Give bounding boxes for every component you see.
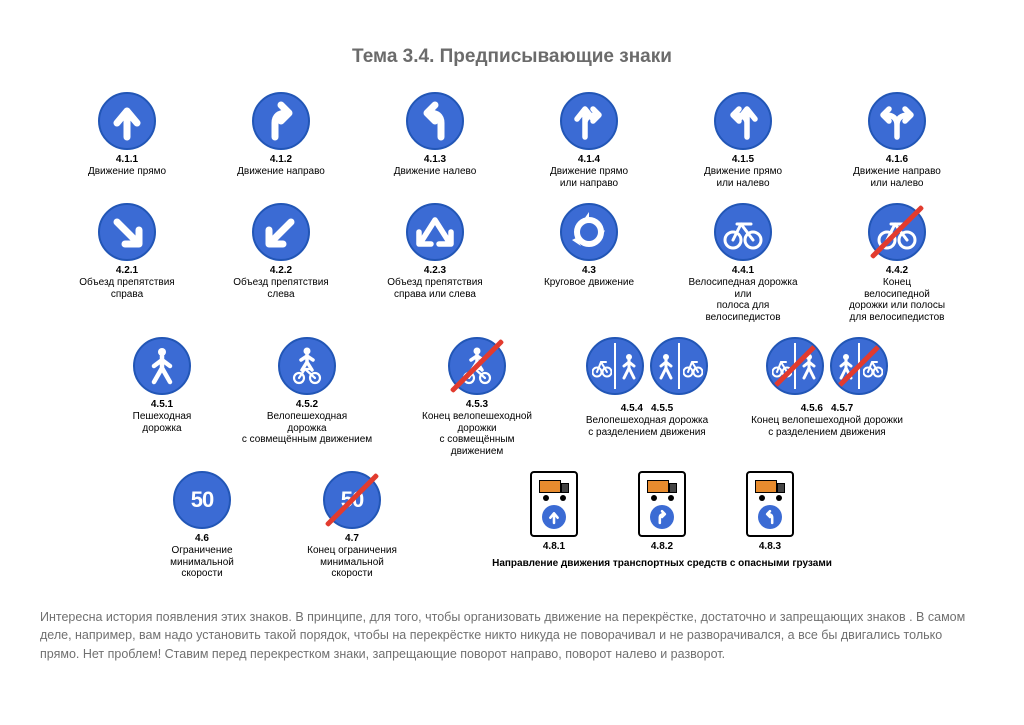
speed-50-end-icon: 50 — [323, 471, 381, 529]
ped-bike-end-icon — [448, 337, 506, 395]
arrow-up-right-icon — [560, 92, 618, 150]
sign-code: 4.5.6 — [801, 403, 823, 414]
sign-label: Ограничение минимальной скорости — [170, 545, 234, 580]
arrow-diag-dr-icon — [98, 203, 156, 261]
sign-code: 4.8.3 — [746, 541, 794, 552]
sign-label: Движение прямо — [88, 166, 166, 178]
sign-label: Конец велопешеходной дорожки с совмещённ… — [402, 411, 552, 457]
sign-code: 4.5.3 — [466, 399, 488, 410]
sign-label: Движение прямо или направо — [550, 166, 628, 189]
sign-code: 4.5.7 — [831, 403, 853, 414]
sign-label: Велопешеходная дорожка с совмещённым дви… — [242, 411, 372, 446]
sign-code: 4.5.1 — [151, 399, 173, 410]
row-2: 4.2.1 Объезд препятствия справа 4.2.2 Об… — [67, 203, 957, 323]
sign-label: Конец ограничения минимальной скорости — [307, 545, 397, 580]
sign-code: 4.2.2 — [270, 265, 292, 276]
sign-4-5-2: 4.5.2 Велопешеходная дорожка с совмещённ… — [232, 337, 382, 457]
page-title: Тема 3.4. Предписывающие знаки — [40, 46, 984, 68]
sign-4-4-1: 4.4.1 Велосипедная дорожка или полоса дл… — [683, 203, 803, 323]
sign-4-1-4: 4.1.4 Движение прямо или направо — [529, 92, 649, 189]
bike-end-icon — [868, 203, 926, 261]
sign-4-1-1: 4.1.1 Движение прямо — [67, 92, 187, 189]
speed-value: 50 — [341, 487, 363, 513]
sign-label: Велосипедная дорожка или полоса для вело… — [688, 277, 797, 323]
ped-bike-icon — [278, 337, 336, 395]
sign-4-1-5: 4.1.5 Движение прямо или налево — [683, 92, 803, 189]
row-1: 4.1.1 Движение прямо 4.1.2 Движение напр… — [67, 92, 957, 189]
sign-label: Объезд препятствия справа или слева — [387, 277, 482, 300]
danger-goods-left-icon — [746, 471, 794, 537]
sign-code: 4.1.3 — [424, 154, 446, 165]
sign-label: Направление движения транспортных средст… — [492, 558, 832, 569]
sign-label: Движение направо — [237, 166, 325, 178]
row-3: 4.5.1 Пешеходная дорожка 4.5.2 Велопешех… — [112, 337, 912, 457]
split-bike-ped-icon — [586, 337, 644, 395]
sign-4-7: 50 4.7 Конец ограничения минимальной ско… — [302, 471, 402, 580]
danger-goods-right-icon — [638, 471, 686, 537]
sign-code: 4.5.4 — [621, 403, 643, 414]
footnote-text: Интересна история появления этих знаков.… — [40, 608, 984, 664]
sign-code: 4.3 — [582, 265, 596, 276]
sign-code: 4.6 — [195, 533, 209, 544]
sign-4-5-1: 4.5.1 Пешеходная дорожка — [112, 337, 212, 457]
sign-4-3: 4.3 Круговое движение — [529, 203, 649, 323]
sign-code: 4.1.2 — [270, 154, 292, 165]
sign-4-2-1: 4.2.1 Объезд препятствия справа — [67, 203, 187, 323]
sign-4-1-3: 4.1.3 Движение налево — [375, 92, 495, 189]
sign-4-6: 50 4.6 Ограничение минимальной скорости — [152, 471, 252, 580]
sign-4-2-3: 4.2.3 Объезд препятствия справа или слев… — [375, 203, 495, 323]
pedestrian-icon — [133, 337, 191, 395]
sign-4-2-2: 4.2.2 Объезд препятствия слева — [221, 203, 341, 323]
sign-label: Движение направо или налево — [853, 166, 941, 189]
sign-code: 4.4.2 — [886, 265, 908, 276]
sign-code: 4.1.4 — [578, 154, 600, 165]
sign-code: 4.1.6 — [886, 154, 908, 165]
sign-code: 4.1.1 — [116, 154, 138, 165]
sign-4-5-6-7: 4.5.6 4.5.7 Конец велопешеходной дорожки… — [742, 337, 912, 457]
sign-4-5-3: 4.5.3 Конец велопешеходной дорожки с сов… — [402, 337, 552, 457]
danger-goods-straight-icon — [530, 471, 578, 537]
page-root: Тема 3.4. Предписывающие знаки 4.1.1 Дви… — [0, 0, 1024, 684]
speed-50-icon: 50 — [173, 471, 231, 529]
split-bike-ped-end-icon — [766, 337, 824, 395]
sign-code: 4.8.2 — [638, 541, 686, 552]
sign-label: Велопешеходная дорожка с разделением дви… — [586, 415, 708, 438]
sign-code: 4.2.3 — [424, 265, 446, 276]
sign-4-5-4-5: 4.5.4 4.5.5 Велопешеходная дорожка с раз… — [572, 337, 722, 457]
arrow-diag-dl-icon — [252, 203, 310, 261]
arrow-up-icon — [98, 92, 156, 150]
sign-label: Конец велопешеходной дорожки с разделени… — [751, 415, 903, 438]
bike-icon — [714, 203, 772, 261]
row-4: 50 4.6 Ограничение минимальной скорости … — [152, 471, 872, 580]
signs-grid: 4.1.1 Движение прямо 4.1.2 Движение напр… — [40, 92, 984, 580]
sign-group-4-8: 4.8.1 4.8.2 4.8.3 Направление движения т… — [452, 471, 872, 569]
sign-code: 4.8.1 — [530, 541, 578, 552]
sign-code: 4.5.2 — [296, 399, 318, 410]
sign-label: Пешеходная дорожка — [133, 411, 192, 434]
sign-code: 4.2.1 — [116, 265, 138, 276]
sign-code: 4.7 — [345, 533, 359, 544]
sign-code: 4.1.5 — [732, 154, 754, 165]
sign-4-1-2: 4.1.2 Движение направо — [221, 92, 341, 189]
sign-code: 4.4.1 — [732, 265, 754, 276]
arrow-diag-both-icon — [406, 203, 464, 261]
arrow-right-turn-icon — [252, 92, 310, 150]
sign-4-4-2: 4.4.2 Конец велосипедной дорожки или пол… — [837, 203, 957, 323]
sign-label: Объезд препятствия слева — [233, 277, 328, 300]
sign-label: Движение налево — [394, 166, 477, 178]
sign-label: Движение прямо или налево — [704, 166, 782, 189]
arrow-left-right-icon — [868, 92, 926, 150]
sign-4-1-6: 4.1.6 Движение направо или налево — [837, 92, 957, 189]
split-ped-bike-end-icon — [830, 337, 888, 395]
sign-code: 4.5.5 — [651, 403, 673, 414]
sign-label: Объезд препятствия справа — [79, 277, 174, 300]
roundabout-icon — [560, 203, 618, 261]
arrow-up-left-icon — [714, 92, 772, 150]
arrow-left-turn-icon — [406, 92, 464, 150]
sign-label: Конец велосипедной дорожки или полосы дл… — [849, 277, 945, 323]
split-ped-bike-icon — [650, 337, 708, 395]
sign-label: Круговое движение — [544, 277, 634, 289]
